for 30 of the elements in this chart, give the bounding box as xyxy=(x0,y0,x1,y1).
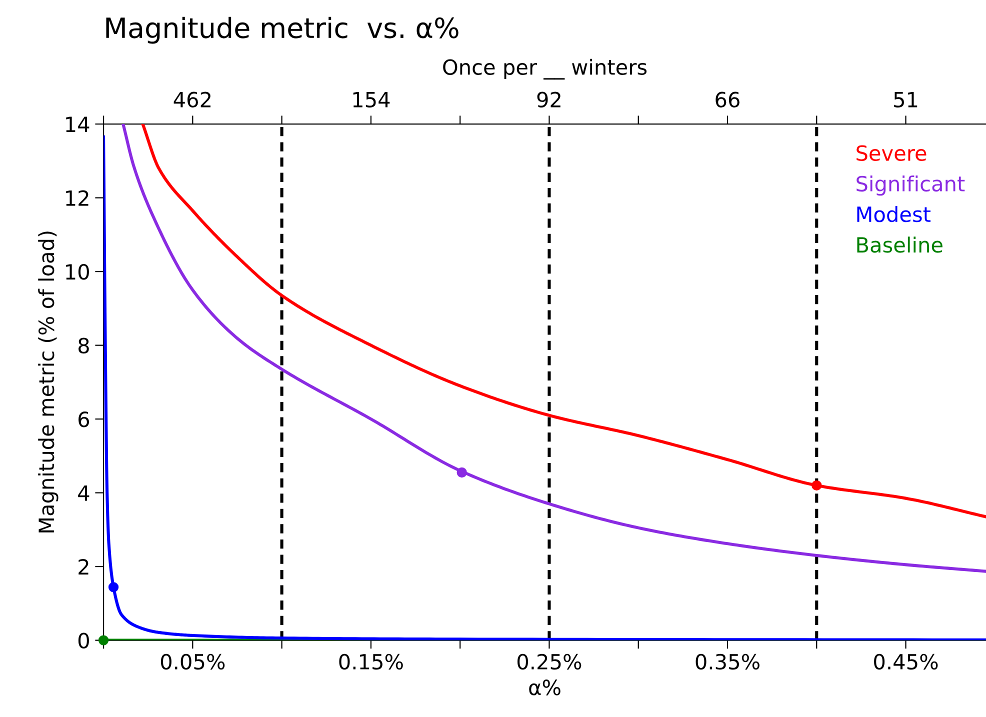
text: Modest xyxy=(857,206,931,222)
text: 66 xyxy=(716,92,740,108)
y-tick-label: 0 xyxy=(78,632,89,648)
text: 92 xyxy=(537,92,560,108)
point xyxy=(456,467,467,478)
x2-axis-title: Once per __ winters xyxy=(443,58,647,80)
x-tick-label: 0.05% xyxy=(160,654,225,670)
y-tick-label: 8 xyxy=(78,338,89,354)
y-axis-title: Magnitude metric (% of load) xyxy=(38,232,58,532)
y-tick-label: 14 xyxy=(66,116,90,132)
text: Severe xyxy=(856,145,926,161)
text: 154 xyxy=(353,92,390,108)
point xyxy=(108,582,119,592)
point xyxy=(812,480,822,490)
text: Baseline xyxy=(857,236,942,253)
y-tick-label: 10 xyxy=(66,264,89,280)
y-tick-label: 2 xyxy=(78,558,88,574)
x-tick-label: 0.15% xyxy=(339,654,403,670)
y-tick-label: 12 xyxy=(66,190,88,206)
x-tick-label: 0.45% xyxy=(874,654,938,670)
text: 462 xyxy=(174,92,210,108)
x-tick-label: 0.25% xyxy=(518,654,582,670)
point xyxy=(98,635,109,646)
x-axis-title: α% xyxy=(529,680,560,696)
y-tick-label: 6 xyxy=(78,411,90,428)
chart-title: Magnitude metric vs. α% xyxy=(106,16,458,44)
text: 51 xyxy=(894,92,918,108)
text: Significant xyxy=(856,175,965,196)
y-tick-label: 4 xyxy=(78,486,90,501)
x-tick-label: 0.35% xyxy=(696,654,760,670)
